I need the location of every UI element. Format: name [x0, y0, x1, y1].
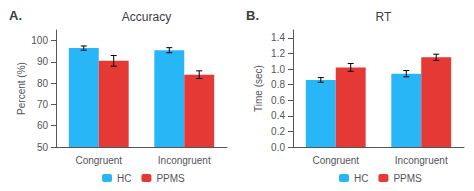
svg-text:1.0: 1.0 — [271, 64, 285, 75]
svg-text:60: 60 — [37, 120, 49, 131]
svg-text:Incongruent: Incongruent — [395, 155, 448, 166]
svg-text:Accuracy: Accuracy — [122, 10, 171, 24]
svg-text:A.: A. — [9, 8, 22, 23]
svg-text:Percent (%): Percent (%) — [16, 62, 27, 115]
svg-text:0.2: 0.2 — [271, 126, 285, 137]
svg-text:0.0: 0.0 — [271, 142, 285, 153]
svg-text:1.4: 1.4 — [271, 32, 285, 43]
svg-text:80: 80 — [37, 78, 49, 89]
svg-text:PPMS: PPMS — [393, 173, 422, 184]
svg-text:Congruent: Congruent — [75, 155, 122, 166]
svg-text:100: 100 — [31, 35, 48, 46]
svg-text:Time (sec): Time (sec) — [253, 65, 264, 112]
svg-text:0.6: 0.6 — [271, 95, 285, 106]
svg-text:B.: B. — [246, 8, 259, 23]
svg-text:HC: HC — [354, 173, 368, 184]
svg-text:PPMS: PPMS — [156, 173, 185, 184]
svg-text:0.8: 0.8 — [271, 79, 285, 90]
svg-text:50: 50 — [37, 142, 49, 153]
svg-text:70: 70 — [37, 99, 49, 110]
svg-text:0.4: 0.4 — [271, 110, 285, 121]
svg-text:90: 90 — [37, 56, 49, 67]
svg-text:1.2: 1.2 — [271, 48, 285, 59]
svg-text:RT: RT — [376, 10, 392, 24]
svg-text:HC: HC — [117, 173, 131, 184]
svg-text:Congruent: Congruent — [312, 155, 359, 166]
svg-text:Incongruent: Incongruent — [158, 155, 211, 166]
